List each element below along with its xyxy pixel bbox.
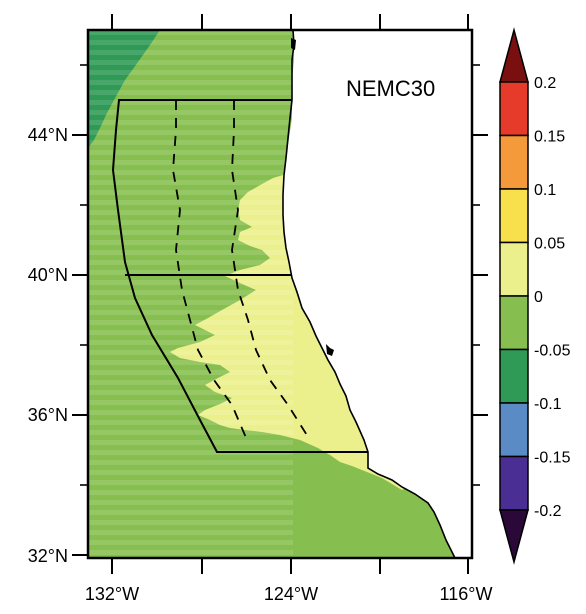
colorbar-swatch <box>499 188 529 244</box>
colorbar-extend-bottom <box>499 509 529 565</box>
analysis-domain-outline <box>111 99 368 453</box>
dashed-contour <box>231 100 311 441</box>
dashed-contour <box>172 100 248 441</box>
island <box>326 344 334 356</box>
colorbar-label: 0.05 <box>534 236 565 253</box>
island <box>291 38 296 50</box>
lon-label-132w: 132°W <box>85 584 139 604</box>
colorbar-label: -0.15 <box>534 450 571 467</box>
colorbar-swatch <box>499 348 529 404</box>
map-title: NEMC30 <box>346 76 435 101</box>
colorbar: 0.2 0.15 0.1 0.05 0 -0.05 -0.1 -0.15 -0.2 <box>499 27 571 565</box>
lat-label-32n: 32°N <box>28 546 68 566</box>
colorbar-label: -0.2 <box>534 503 562 520</box>
lat-label-36n: 36°N <box>28 405 68 425</box>
colorbar-label: -0.05 <box>534 343 571 360</box>
stripe-texture <box>88 30 293 558</box>
colorbar-extend-top <box>499 27 529 83</box>
colorbar-label: 0 <box>534 289 543 306</box>
colorbar-label: 0.1 <box>534 182 556 199</box>
colorbar-label: 0.2 <box>534 75 556 92</box>
lat-label-44n: 44°N <box>28 125 68 145</box>
colorbar-label: 0.15 <box>534 129 565 146</box>
colorbar-swatch <box>499 402 529 458</box>
colorbar-swatch <box>499 81 529 137</box>
lon-label-124w: 124°W <box>264 584 318 604</box>
land-mass <box>283 30 472 558</box>
coastline <box>282 30 456 558</box>
lat-label-40n: 40°N <box>28 265 68 285</box>
colorbar-swatch <box>499 241 529 297</box>
map-frame <box>86 28 474 560</box>
colorbar-swatch <box>499 134 529 190</box>
lon-label-116w: 116°W <box>440 584 493 604</box>
colorbar-label: -0.1 <box>534 396 562 413</box>
colorbar-swatch <box>499 455 529 511</box>
colorbar-swatch <box>499 295 529 351</box>
